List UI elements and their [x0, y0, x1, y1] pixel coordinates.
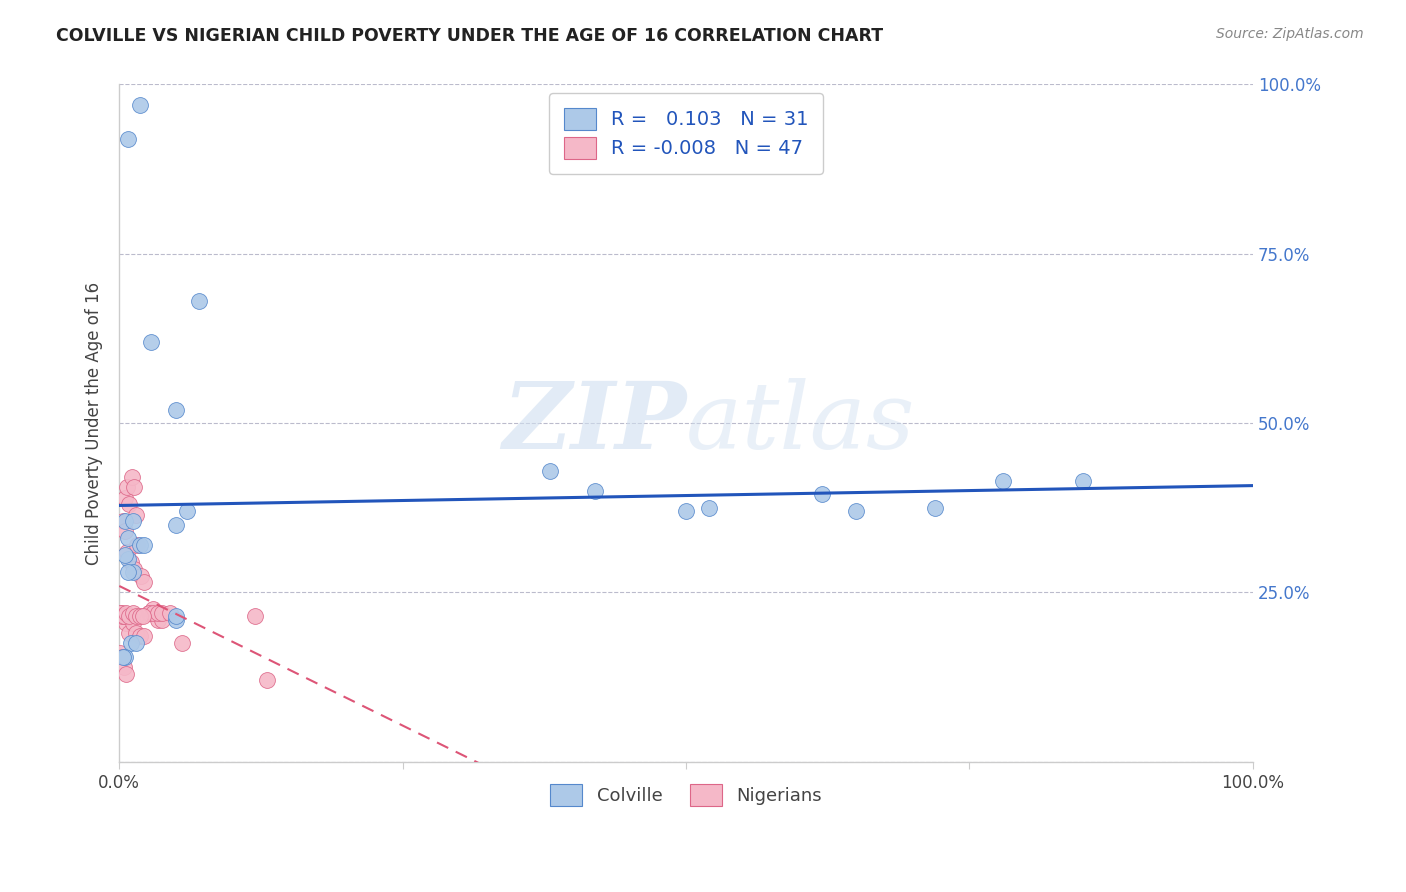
Point [115, 545, 138, 559]
Point [114, 524, 136, 539]
Point [125, 508, 148, 522]
Point [117, 131, 139, 145]
Point [924, 500, 946, 515]
Point [127, 538, 149, 552]
Point [122, 480, 145, 494]
Point [122, 565, 145, 579]
Point [675, 504, 697, 518]
Point [697, 500, 720, 515]
Y-axis label: Child Poverty Under the Age of 16: Child Poverty Under the Age of 16 [86, 282, 103, 565]
Point [138, 606, 160, 620]
Point [120, 555, 142, 569]
Point [128, 609, 150, 624]
Point [1071, 474, 1094, 488]
Point [114, 548, 136, 562]
Point [110, 649, 132, 664]
Point [993, 474, 1015, 488]
Point [121, 470, 143, 484]
Point [134, 630, 156, 644]
Point [112, 609, 135, 624]
Point [122, 606, 145, 620]
Point [146, 606, 169, 620]
Text: COLVILLE VS NIGERIAN CHILD POVERTY UNDER THE AGE OF 16 CORRELATION CHART: COLVILLE VS NIGERIAN CHILD POVERTY UNDER… [56, 27, 883, 45]
Point [128, 538, 150, 552]
Point [110, 647, 132, 661]
Point [128, 630, 150, 644]
Point [110, 606, 132, 620]
Point [176, 504, 198, 518]
Point [114, 514, 136, 528]
Point [165, 613, 187, 627]
Point [165, 517, 187, 532]
Point [138, 606, 160, 620]
Point [110, 606, 132, 620]
Point [165, 402, 187, 417]
Legend: Colville, Nigerians: Colville, Nigerians [543, 777, 830, 814]
Point [146, 613, 169, 627]
Point [111, 514, 134, 528]
Point [112, 609, 135, 624]
Point [134, 575, 156, 590]
Point [122, 562, 145, 576]
Point [142, 602, 165, 616]
Point [118, 626, 141, 640]
Point [132, 609, 155, 624]
Point [115, 480, 138, 494]
Point [170, 636, 193, 650]
Point [139, 334, 162, 349]
Point [128, 97, 150, 112]
Text: atlas: atlas [686, 378, 915, 468]
Point [187, 294, 209, 309]
Point [159, 606, 181, 620]
Point [142, 606, 165, 620]
Point [115, 606, 138, 620]
Point [256, 673, 278, 688]
Text: Source: ZipAtlas.com: Source: ZipAtlas.com [1216, 27, 1364, 41]
Point [122, 615, 145, 630]
Point [150, 613, 173, 627]
Point [112, 660, 135, 674]
Point [114, 649, 136, 664]
Point [118, 609, 141, 624]
Point [114, 491, 136, 505]
Point [538, 463, 561, 477]
Point [165, 609, 187, 624]
Point [150, 606, 173, 620]
Point [129, 568, 152, 582]
Point [118, 497, 141, 511]
Point [845, 504, 868, 518]
Point [122, 514, 145, 528]
Point [110, 609, 132, 624]
Point [117, 551, 139, 566]
Point [120, 636, 142, 650]
Point [117, 565, 139, 579]
Text: ZIP: ZIP [502, 378, 686, 468]
Point [125, 626, 148, 640]
Point [125, 609, 148, 624]
Point [811, 487, 834, 501]
Point [111, 649, 134, 664]
Point [117, 531, 139, 545]
Point [115, 615, 138, 630]
Point [134, 538, 156, 552]
Point [115, 666, 138, 681]
Point [583, 483, 606, 498]
Point [245, 609, 267, 624]
Point [125, 636, 148, 650]
